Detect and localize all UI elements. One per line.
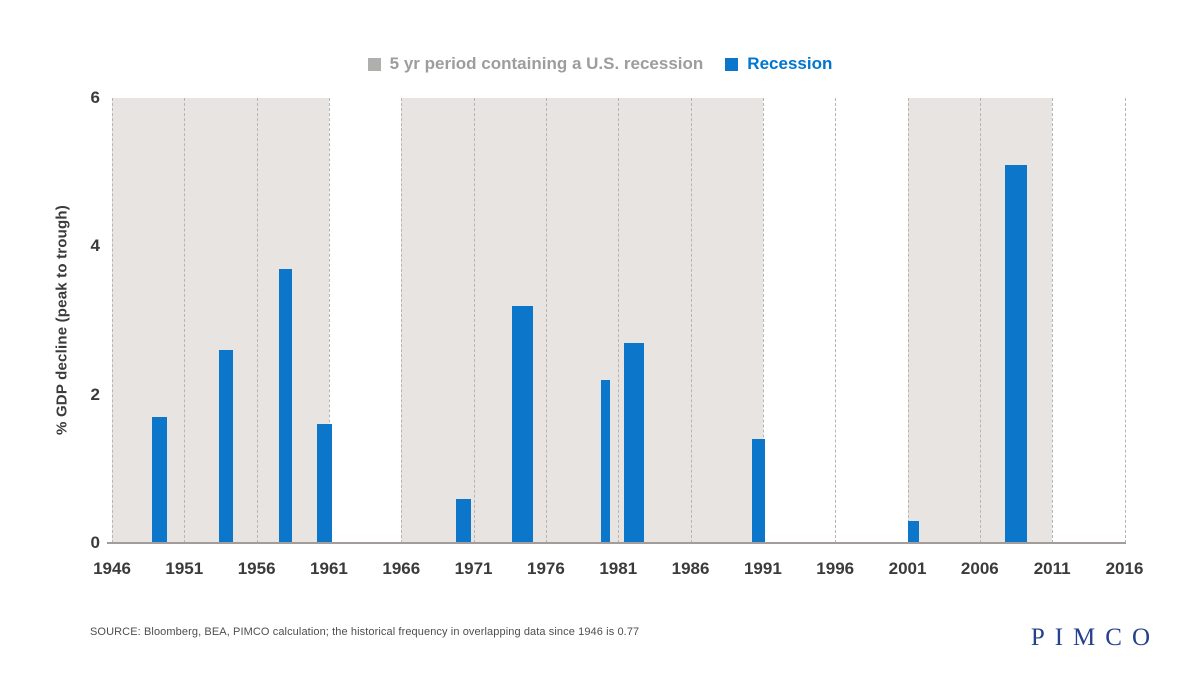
gridline [907,98,909,543]
gridline [112,98,113,543]
x-tick-label: 1981 [599,559,638,578]
y-tick-label: 2 [90,384,100,404]
gridline [979,98,981,543]
source-note: SOURCE: Bloomberg, BEA, PIMCO calculatio… [90,626,640,638]
gridline [1052,98,1054,543]
legend-period-label: 5 yr period containing a U.S. recession [389,54,704,73]
plot-area [107,98,1126,544]
gridline [184,98,186,543]
gray-square-icon [367,57,381,71]
recession-bar [512,305,534,543]
recession-bar [455,498,472,543]
legend-item-shaded-period: 5 yr period containing a U.S. recession [367,54,704,74]
blue-square-icon [725,57,739,71]
x-tick-label: 2001 [888,559,927,578]
recession-bar [279,268,292,543]
gridline [1124,98,1126,543]
gridline [835,98,837,543]
x-tick-label: 1976 [527,559,565,578]
gridline [762,98,764,543]
x-tick-label: 1951 [165,559,204,578]
gridline [618,98,620,543]
recession-bar [1005,164,1027,543]
x-tick-label: 1946 [93,559,131,578]
gridline [473,98,475,543]
x-tick-label: 1961 [310,559,348,578]
gridline [690,98,692,543]
recession-bar [624,342,645,543]
x-tick-label: 2011 [1033,559,1071,578]
gridline [401,98,403,543]
x-tick-label: 1966 [382,559,421,578]
legend-recession-label: Recession [747,54,833,73]
gridline [545,98,547,543]
x-tick-label: 1971 [454,559,493,578]
recession-bar [752,439,765,543]
x-tick-label: 1991 [743,559,782,578]
legend-item-recession: Recession [725,54,832,74]
x-tick-label: 1956 [237,559,276,578]
gridline [256,98,258,543]
x-axis-line [107,542,1126,544]
x-tick-label: 1996 [816,559,855,578]
legend: 5 yr period containing a U.S. recession … [0,54,1200,74]
recession-bar [152,416,168,543]
x-tick-label: 2006 [960,559,999,578]
x-tick-label: 1986 [671,559,710,578]
pimco-logo: PIMCO [1030,624,1160,651]
y-tick-label: 0 [90,533,100,552]
recession-bar [907,520,919,543]
shaded-recession-period [401,98,763,543]
recession-bar [600,379,610,543]
y-tick-label: 4 [90,236,100,256]
x-tick-label: 2016 [1105,559,1144,578]
y-tick-label: 6 [90,88,100,107]
recession-bar [219,350,234,543]
gridline [328,98,330,543]
recession-bar [317,424,332,543]
